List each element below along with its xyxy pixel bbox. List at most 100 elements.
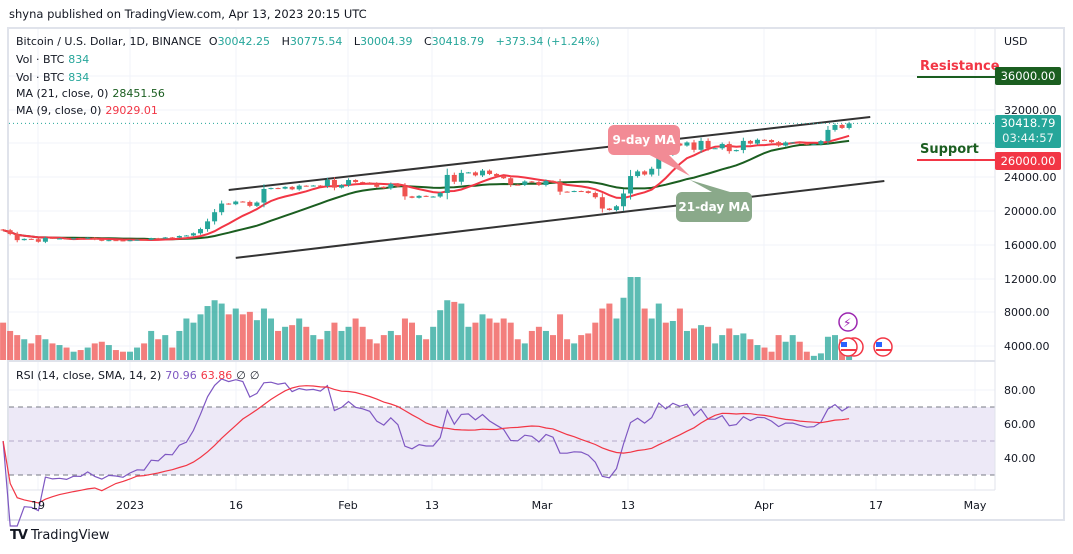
volume-bar bbox=[416, 335, 423, 360]
volume-legend-1[interactable]: Vol · BTC 834 bbox=[16, 53, 90, 66]
volume-bar bbox=[190, 322, 197, 360]
symbol-legend: Bitcoin / U.S. Dollar, 1D, BINANCE O3004… bbox=[16, 35, 600, 48]
candle-body bbox=[564, 191, 570, 193]
open-value: 30042.25 bbox=[217, 35, 271, 48]
low-value: 30004.39 bbox=[359, 35, 413, 48]
volume-bar bbox=[310, 335, 317, 360]
candle-body bbox=[14, 233, 20, 241]
price-tick: 32000.00 bbox=[1004, 104, 1057, 117]
currency-label: USD bbox=[1004, 35, 1028, 48]
volume-bar bbox=[84, 347, 91, 360]
volume-bar bbox=[634, 277, 641, 360]
close-value: 30418.79 bbox=[431, 35, 485, 48]
volume-bar bbox=[458, 303, 465, 360]
candle-body bbox=[494, 173, 500, 177]
volume-legend-2[interactable]: Vol · BTC 834 bbox=[16, 71, 90, 84]
volume-bar bbox=[35, 335, 42, 360]
time-tick: 17 bbox=[869, 499, 883, 512]
time-tick: 13 bbox=[425, 499, 439, 512]
candle-body bbox=[797, 142, 803, 144]
candle-body bbox=[832, 124, 838, 130]
candle-body bbox=[162, 237, 168, 239]
candle-body bbox=[247, 201, 253, 206]
publish-line: shyna published on TradingView.com, Apr … bbox=[9, 7, 367, 21]
volume-bar bbox=[719, 335, 726, 360]
volume-bar bbox=[401, 318, 408, 360]
volume-bar bbox=[430, 326, 437, 360]
volume-bar bbox=[127, 351, 133, 360]
candle-body bbox=[282, 186, 288, 189]
candle-body bbox=[522, 181, 528, 185]
volume-bar bbox=[112, 350, 119, 360]
volume-bar bbox=[253, 320, 260, 360]
rsi-legend[interactable]: RSI (14, close, SMA, 14, 2) 70.96 63.86 ∅ ∅ bbox=[16, 369, 260, 382]
volume-bars bbox=[0, 277, 853, 360]
footer-brand[interactable]: TV TradingView bbox=[10, 528, 109, 543]
rsi-sma-value: 63.86 bbox=[200, 369, 233, 382]
candle-body bbox=[649, 168, 655, 175]
volume-bar bbox=[606, 303, 613, 360]
price-tick: 12000.00 bbox=[1004, 273, 1057, 286]
volume-bar bbox=[641, 308, 648, 360]
ma21-legend[interactable]: MA (21, close, 0) 28451.56 bbox=[16, 87, 165, 100]
volume-bar bbox=[669, 320, 676, 360]
volume-bar bbox=[662, 322, 669, 360]
price-tick: 16000.00 bbox=[1004, 239, 1057, 252]
volume-bar bbox=[648, 318, 655, 360]
volume-bar bbox=[394, 335, 401, 360]
candle-body bbox=[698, 140, 704, 150]
volume-bar bbox=[789, 335, 796, 360]
volume-bar bbox=[479, 314, 486, 360]
candle-body bbox=[825, 129, 831, 142]
candle-body bbox=[169, 237, 175, 239]
candle-body bbox=[606, 208, 612, 210]
candle-body bbox=[592, 192, 598, 198]
candle-body bbox=[515, 184, 521, 186]
volume-bar bbox=[542, 330, 549, 360]
volume-bar bbox=[803, 351, 810, 360]
candle-body bbox=[374, 183, 380, 187]
rsi-tick: 80.00 bbox=[1004, 384, 1036, 397]
volume-bar bbox=[162, 335, 169, 360]
candle-body bbox=[0, 229, 6, 231]
volume-bar bbox=[359, 326, 366, 360]
bar-countdown: 03:44:57 bbox=[1002, 131, 1054, 145]
candle-body bbox=[423, 195, 429, 197]
volume-bar bbox=[225, 314, 232, 360]
flag-canton bbox=[876, 342, 882, 347]
candle-body bbox=[198, 229, 203, 234]
ma21-line bbox=[2, 139, 850, 241]
volume-bar bbox=[824, 336, 831, 360]
volume-bar bbox=[683, 330, 690, 360]
volume-bar bbox=[698, 325, 705, 360]
candle-body bbox=[183, 235, 189, 237]
volume-bar bbox=[296, 318, 303, 360]
candle-body bbox=[113, 240, 119, 242]
candle-body bbox=[536, 182, 542, 186]
candle-body bbox=[557, 182, 563, 192]
candle-body bbox=[35, 239, 41, 242]
volume-bar bbox=[0, 322, 7, 360]
candle-body bbox=[303, 185, 309, 187]
candle-body bbox=[684, 142, 690, 146]
change-value: +373.34 (+1.24%) bbox=[495, 35, 600, 48]
volume-bar bbox=[747, 339, 754, 360]
candle-body bbox=[740, 140, 746, 151]
candle-body bbox=[585, 191, 591, 193]
volume-bar bbox=[387, 330, 394, 360]
candle-body bbox=[212, 212, 218, 222]
volume-bar bbox=[366, 339, 373, 360]
candle-body bbox=[148, 238, 154, 240]
volume-bar bbox=[148, 330, 155, 360]
volume-bar bbox=[500, 318, 507, 360]
candle-body bbox=[71, 238, 77, 240]
volume-bar bbox=[197, 314, 204, 360]
volume-bar bbox=[352, 318, 359, 360]
time-tick: Mar bbox=[532, 499, 553, 512]
candle-body bbox=[769, 140, 775, 143]
candle-body bbox=[409, 196, 415, 198]
ma21-callout-pointer bbox=[690, 180, 730, 192]
volume-bar bbox=[740, 333, 747, 360]
ma9-legend[interactable]: MA (9, close, 0) 29029.01 bbox=[16, 104, 158, 117]
